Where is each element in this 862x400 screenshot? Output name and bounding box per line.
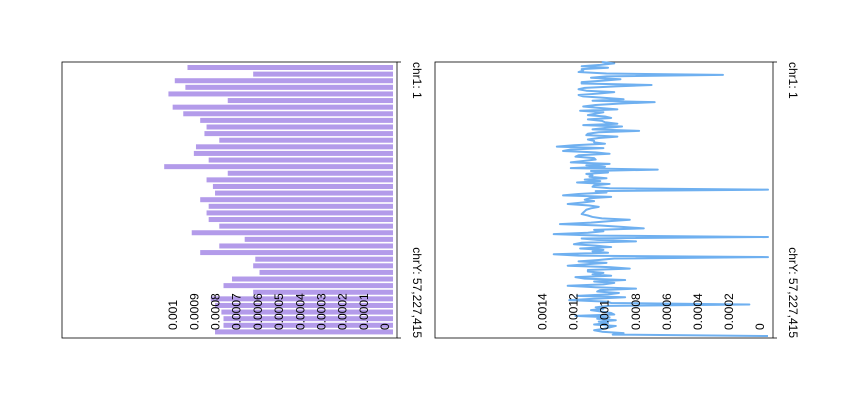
- bar: [227, 98, 393, 104]
- value-tick-label: 0.0008: [209, 293, 223, 330]
- bar: [223, 316, 393, 322]
- value-tick-label: 0.0001: [357, 293, 371, 330]
- bar: [183, 111, 393, 117]
- bar: [208, 217, 393, 223]
- value-tick-label: 0: [753, 323, 767, 330]
- value-axis-ticks: 0 0.0002 0.0004 0.0006 0.0008 0.001 0.0012 0.00…: [536, 293, 767, 330]
- bar: [200, 117, 393, 123]
- bar: [215, 190, 393, 196]
- plot-frame: [61, 61, 398, 339]
- genome-label-end: chrY: 57,227,415: [786, 247, 800, 338]
- bar: [227, 170, 393, 176]
- value-tick-label: 0.0007: [230, 293, 244, 330]
- bar: [185, 84, 393, 90]
- bar: [168, 91, 393, 97]
- bar: [223, 322, 393, 328]
- series-line: [552, 61, 769, 337]
- bar: [174, 78, 393, 84]
- line-track-panel: chr1: 1 chrY: 57,227,415 0 0.0002 0.0004 0.00…: [434, 61, 800, 339]
- bar-series: [164, 65, 393, 335]
- bar: [206, 210, 393, 216]
- bar: [219, 243, 393, 249]
- bar: [210, 296, 393, 302]
- genome-axis: chr1: 1 chrY: 57,227,415: [773, 61, 800, 339]
- value-tick-label: 0.0004: [293, 293, 307, 330]
- line-series: [552, 61, 769, 337]
- bar: [193, 150, 393, 156]
- value-tick-label: 0: [378, 323, 392, 330]
- bar: [259, 269, 393, 275]
- value-axis-ticks: 0 0.0001 0.0002 0.0003 0.0004 0.0005 0.0006 0.0…: [166, 293, 392, 330]
- value-tick-label: 0.0004: [691, 293, 705, 330]
- genome-axis: chr1: 1 chrY: 57,227,415: [397, 61, 424, 339]
- value-tick-label: 0.0009: [187, 293, 201, 330]
- value-tick-label: 0.0003: [314, 293, 328, 330]
- bar: [208, 157, 393, 163]
- value-tick-label: 0.0008: [629, 293, 643, 330]
- bar: [255, 256, 393, 262]
- bar: [253, 289, 393, 295]
- bar: [191, 230, 393, 236]
- bar: [253, 263, 393, 269]
- bar: [244, 236, 393, 242]
- bar: [195, 144, 393, 150]
- genome-label-start: chr1: 1: [410, 62, 424, 99]
- bar: [187, 65, 393, 71]
- genome-label-end: chrY: 57,227,415: [410, 247, 424, 338]
- bar: [223, 283, 393, 289]
- value-tick-label: 0.001: [598, 300, 612, 330]
- bar: [206, 177, 393, 183]
- bar: [204, 131, 393, 137]
- value-tick-label: 0.0006: [251, 293, 265, 330]
- bar: [221, 309, 393, 315]
- value-tick-label: 0.0006: [660, 293, 674, 330]
- value-tick-label: 0.001: [166, 300, 180, 330]
- bar: [206, 124, 393, 130]
- value-tick-label: 0.0012: [567, 293, 581, 330]
- bar: [219, 223, 393, 229]
- bar: [212, 183, 393, 189]
- bar: [208, 203, 393, 209]
- bar: [200, 250, 393, 256]
- bar: [253, 71, 393, 77]
- bar-track-panel: chr1: 1 chrY: 57,227,415 0 0.0001 0.0002 0.00…: [61, 61, 424, 339]
- bar: [231, 276, 393, 282]
- bar: [215, 302, 393, 308]
- value-tick-label: 0.0002: [336, 293, 350, 330]
- bar: [164, 164, 393, 170]
- value-tick-label: 0.0002: [722, 293, 736, 330]
- bar: [172, 104, 393, 110]
- value-tick-label: 0.0014: [536, 293, 550, 330]
- value-tick-label: 0.0005: [272, 293, 286, 330]
- bar: [200, 197, 393, 203]
- genome-label-start: chr1: 1: [786, 62, 800, 99]
- bar: [219, 137, 393, 143]
- bar: [215, 329, 393, 335]
